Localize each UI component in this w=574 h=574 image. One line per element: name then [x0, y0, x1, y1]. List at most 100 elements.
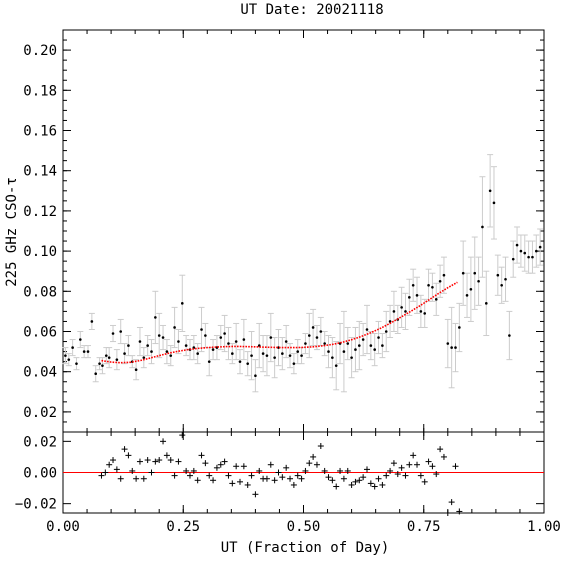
- data-point: [381, 344, 384, 347]
- data-point: [281, 352, 284, 355]
- residual-marker: [98, 472, 105, 479]
- residual-marker: [398, 464, 405, 471]
- residual-marker: [414, 461, 421, 468]
- data-point: [211, 348, 215, 351]
- data-point: [71, 346, 74, 349]
- data-point: [304, 342, 307, 345]
- residual-marker: [183, 467, 190, 474]
- residual-marker: [325, 474, 332, 481]
- residual-marker: [402, 472, 409, 479]
- residual-marker: [248, 472, 255, 479]
- data-point: [223, 332, 226, 335]
- residual-marker: [352, 478, 359, 485]
- residual-marker: [167, 457, 174, 464]
- residual-marker: [375, 475, 382, 482]
- data-point: [101, 364, 104, 367]
- y-tick-label: 0.04: [23, 365, 57, 381]
- residual-marker: [133, 475, 140, 482]
- data-point: [82, 350, 86, 353]
- resid-y-tick-label: 0.02: [23, 434, 57, 450]
- data-point: [384, 330, 388, 333]
- data-point: [296, 350, 300, 353]
- data-point: [442, 273, 446, 277]
- data-point: [535, 249, 538, 253]
- data-point: [196, 352, 199, 355]
- data-point: [177, 340, 180, 343]
- data-point: [227, 342, 230, 345]
- residual-marker: [233, 463, 240, 470]
- data-point: [261, 352, 265, 355]
- data-point: [234, 340, 238, 343]
- data-point: [173, 326, 176, 329]
- data-point: [238, 360, 242, 363]
- data-point: [458, 326, 461, 329]
- data-point: [115, 358, 119, 361]
- data-point: [496, 273, 500, 277]
- data-point: [98, 362, 101, 365]
- data-point: [411, 283, 415, 287]
- y-tick-label: 0.08: [23, 284, 57, 300]
- data-point: [508, 334, 511, 337]
- residual-marker: [290, 481, 297, 488]
- y-axis-label: 225 GHz CSO-τ: [4, 177, 20, 287]
- resid-y-tick-label: −0.02: [15, 497, 57, 513]
- data-point: [231, 352, 234, 355]
- x-axis-label: UT (Fraction of Day): [221, 540, 390, 556]
- data-point: [119, 330, 123, 333]
- residual-marker: [136, 458, 143, 465]
- x-tick-label: 0.50: [287, 519, 321, 535]
- data-point: [300, 354, 303, 357]
- residual-marker: [163, 452, 170, 459]
- data-point: [538, 245, 542, 249]
- data-point: [492, 201, 496, 205]
- data-point: [265, 354, 269, 357]
- residual-marker: [213, 464, 220, 471]
- data-point: [500, 283, 503, 287]
- data-point: [75, 362, 78, 365]
- data-point: [200, 328, 203, 331]
- data-point: [427, 283, 430, 287]
- residual-marker: [433, 471, 440, 478]
- residual-marker: [121, 446, 128, 453]
- main-frame: [62, 29, 545, 433]
- data-point: [454, 346, 457, 349]
- y-tick-label: 0.06: [23, 325, 57, 341]
- data-point: [523, 251, 527, 255]
- residual-marker: [421, 478, 428, 485]
- residual-marker: [444, 510, 451, 516]
- data-point: [357, 344, 361, 347]
- data-point: [477, 279, 480, 283]
- residual-marker: [102, 469, 109, 476]
- residual-marker: [210, 477, 217, 484]
- data-point: [331, 356, 334, 359]
- y-tick-label: 0.02: [23, 405, 57, 421]
- data-point: [473, 271, 477, 275]
- residual-marker: [429, 463, 436, 470]
- data-point: [142, 356, 146, 359]
- data-point: [64, 354, 67, 357]
- data-point: [146, 344, 149, 347]
- data-point: [415, 294, 419, 297]
- data-point: [288, 354, 292, 357]
- residual-marker: [387, 467, 394, 474]
- residual-marker: [344, 467, 351, 474]
- data-point: [250, 354, 253, 357]
- x-tick-label: 0.75: [407, 519, 441, 535]
- data-point: [273, 356, 276, 359]
- data-point: [327, 350, 330, 353]
- residual-marker: [156, 457, 163, 464]
- data-point: [373, 348, 376, 351]
- data-point: [127, 344, 130, 347]
- data-point: [134, 368, 138, 371]
- data-point: [180, 302, 184, 305]
- data-point: [107, 356, 111, 359]
- data-point: [342, 350, 346, 353]
- data-point: [408, 296, 411, 299]
- residual-marker: [437, 446, 444, 453]
- data-point: [461, 271, 465, 275]
- data-point: [527, 255, 530, 259]
- data-point: [334, 364, 338, 367]
- data-point: [165, 350, 169, 353]
- residual-marker: [198, 452, 205, 459]
- residual-marker: [202, 460, 209, 467]
